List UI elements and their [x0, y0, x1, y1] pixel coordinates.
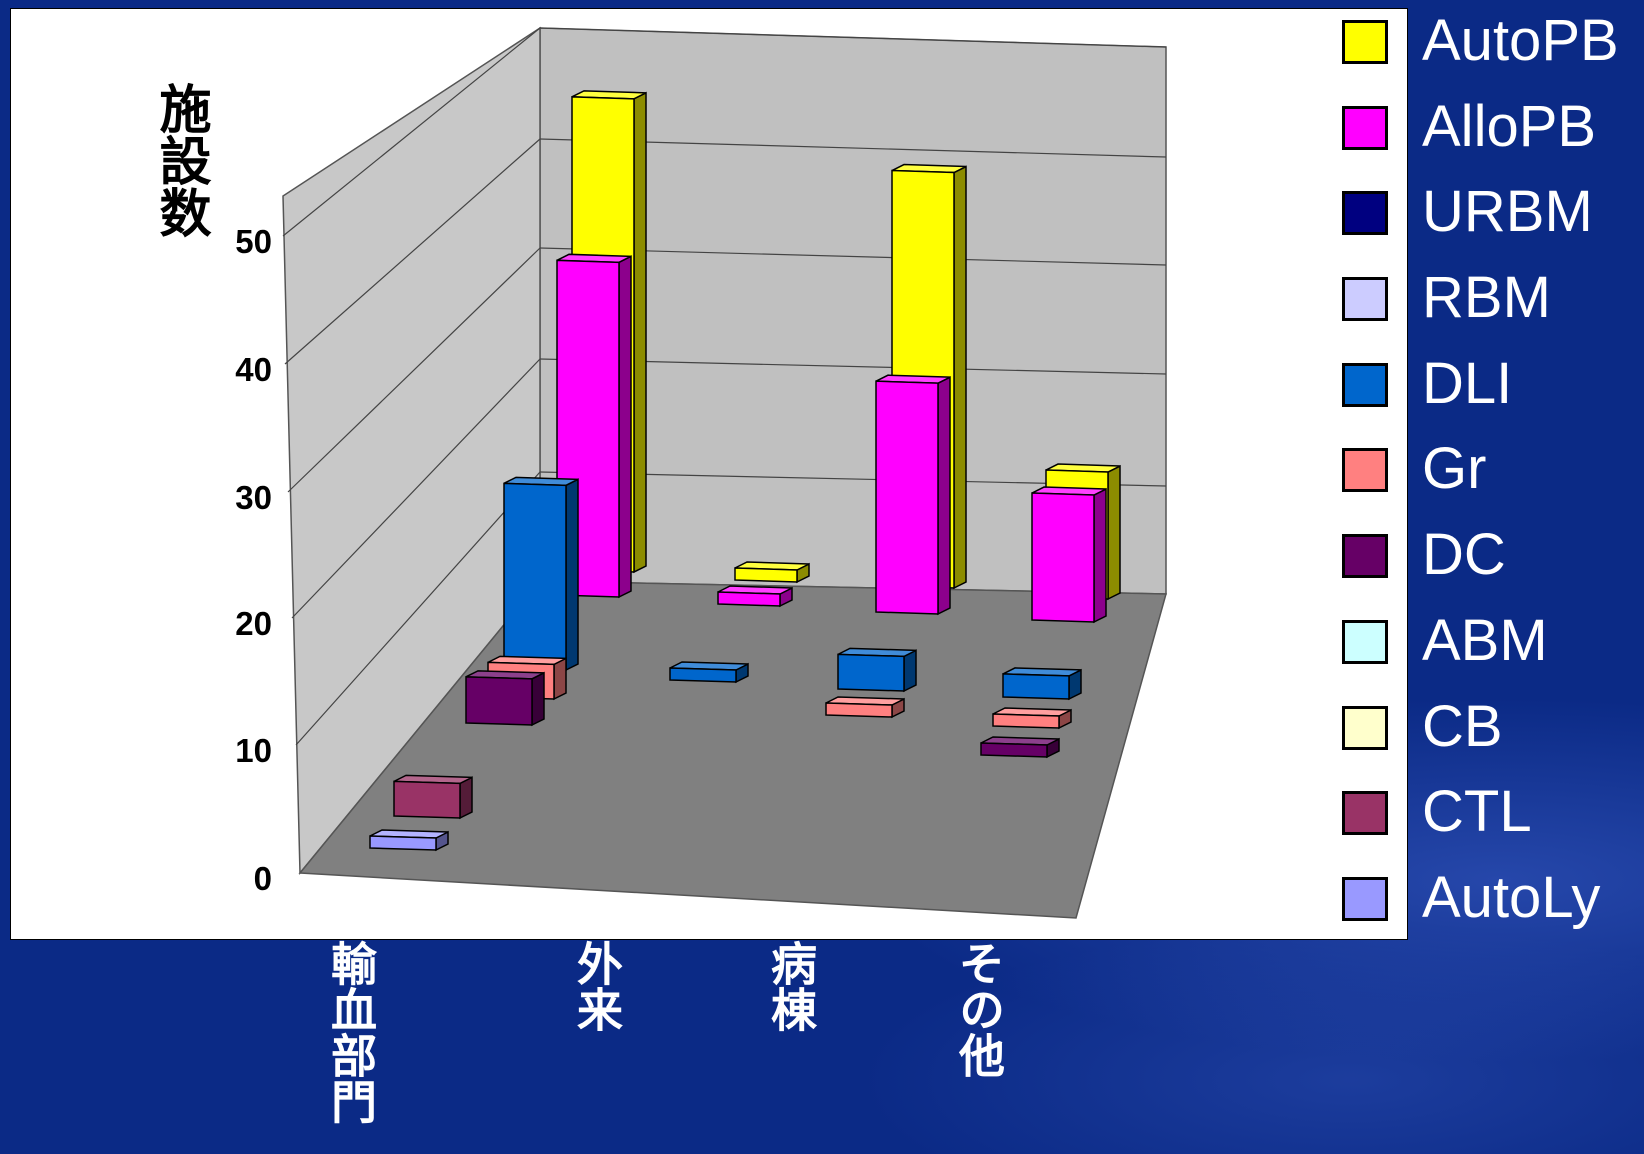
legend-label: RBM	[1422, 265, 1551, 330]
y-tick-label: 10	[235, 732, 272, 769]
x-category-sonota: その他	[952, 940, 1006, 1078]
gridline-side	[295, 471, 541, 746]
legend-swatch	[1342, 534, 1388, 578]
legend-item-autopb: AutoPB	[1342, 10, 1642, 74]
bar-gr-4	[992, 713, 1060, 729]
legend-label: CB	[1422, 694, 1503, 759]
bar-autoly-1	[369, 835, 437, 851]
bar-allopb-1-side	[618, 255, 632, 599]
bar-autopb-2	[734, 567, 798, 583]
legend-label: DLI	[1422, 351, 1513, 416]
bar-gr-3	[825, 702, 893, 718]
legend-item-allopb: AlloPB	[1342, 96, 1642, 160]
y-tick-label: 50	[235, 223, 272, 260]
y-tick-label: 40	[235, 351, 272, 388]
legend-label: Gr	[1422, 436, 1487, 501]
x-category-gairai: 外来	[570, 940, 624, 1032]
bar-ctl-1-side	[459, 776, 473, 820]
gridline-side	[282, 27, 541, 237]
legend-item-urbm: URBM	[1342, 181, 1642, 245]
legend-item-dli: DLI	[1342, 353, 1642, 417]
y-tick-label: 30	[235, 479, 272, 516]
y-tick-label: 20	[235, 605, 272, 642]
legend-label: AutoPB	[1422, 8, 1619, 73]
legend-swatch	[1342, 191, 1388, 235]
bar-gr-1-side	[553, 657, 567, 701]
x-category-yuketsu: 輸血部門	[324, 940, 378, 1124]
legend-swatch	[1342, 277, 1388, 321]
bar-dli-1-side	[565, 478, 579, 672]
y-axis-title: 施設数	[150, 82, 210, 238]
bar-dc-1-side	[531, 671, 545, 727]
gridline-back	[539, 27, 1167, 48]
bar-dli-3-side	[903, 649, 917, 693]
legend-item-autoly: AutoLy	[1342, 867, 1642, 931]
legend-swatch	[1342, 620, 1388, 664]
legend-swatch	[1342, 363, 1388, 407]
bar-autopb-4-side	[1107, 464, 1121, 601]
legend-item-abm: ABM	[1342, 610, 1642, 674]
bar-dli-3	[837, 653, 905, 692]
bar-dc-1	[465, 676, 533, 726]
legend-label: URBM	[1422, 179, 1593, 244]
legend-label: ABM	[1422, 608, 1548, 673]
y-tick-label: 0	[254, 860, 272, 897]
legend-swatch	[1342, 106, 1388, 150]
legend-swatch	[1342, 448, 1388, 492]
legend-item-gr: Gr	[1342, 438, 1642, 502]
legend-swatch	[1342, 706, 1388, 750]
gridline-side	[287, 247, 541, 493]
bar-allopb-4	[1031, 492, 1095, 623]
bar-allopb-3	[875, 380, 939, 615]
legend-swatch	[1342, 20, 1388, 64]
bar-allopb-3-side	[937, 375, 951, 616]
bar-dli-4	[1002, 673, 1070, 700]
legend-label: AutoLy	[1422, 865, 1601, 930]
bar-dli-2	[669, 667, 737, 683]
legend-item-rbm: RBM	[1342, 267, 1642, 331]
bar-dli-1	[503, 482, 567, 671]
x-category-byoto: 病棟	[764, 940, 818, 1032]
legend-item-ctl: CTL	[1342, 781, 1642, 845]
legend-label: CTL	[1422, 779, 1532, 844]
bar-autopb-1-side	[633, 91, 647, 574]
bar-dc-4	[980, 742, 1048, 758]
gridline-side	[284, 138, 541, 365]
legend-label: AlloPB	[1422, 94, 1597, 159]
legend-label: DC	[1422, 522, 1506, 587]
bar-ctl-1	[393, 780, 461, 819]
bar-allopb-4-side	[1093, 487, 1107, 624]
gridline-side	[291, 358, 541, 619]
bar-allopb-2	[717, 591, 781, 607]
bar-autopb-3-side	[953, 165, 967, 590]
legend-item-cb: CB	[1342, 696, 1642, 760]
legend-swatch	[1342, 791, 1388, 835]
legend-item-dc: DC	[1342, 524, 1642, 588]
legend-swatch	[1342, 877, 1388, 921]
